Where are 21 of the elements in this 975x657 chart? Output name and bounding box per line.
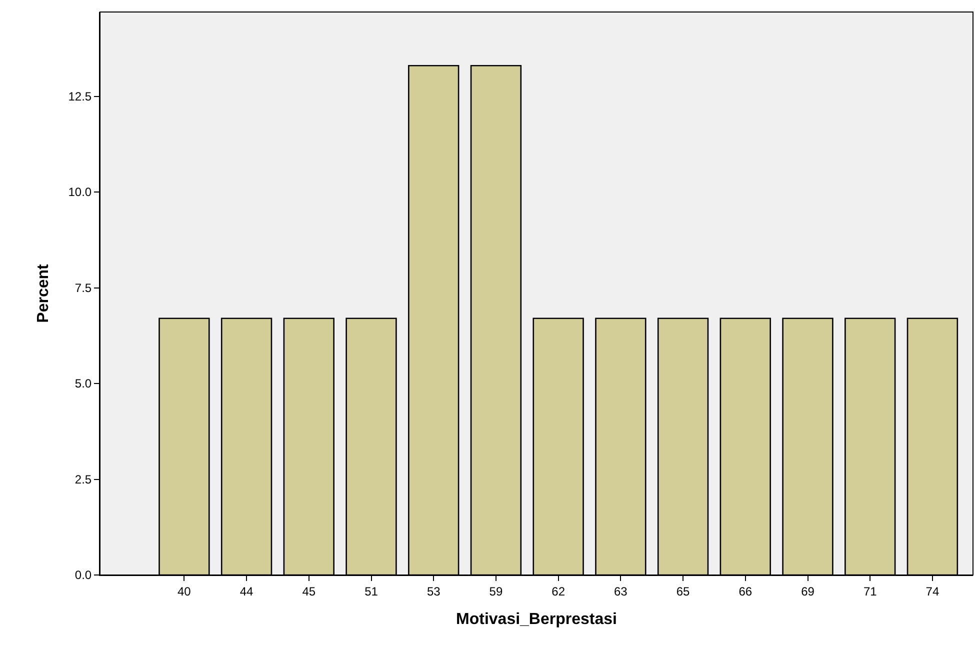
- y-tick-label: 2.5: [74, 472, 92, 486]
- y-axis-title: Percent: [35, 263, 52, 323]
- x-tick-label: 53: [426, 584, 441, 598]
- x-tick-label: 45: [302, 584, 316, 598]
- y-tick-label: 7.5: [74, 280, 92, 295]
- x-tick-label: 63: [614, 584, 628, 598]
- y-tick-label: 5.0: [74, 376, 92, 391]
- x-tick-label: 59: [489, 584, 503, 598]
- x-tick-label: 62: [552, 584, 566, 598]
- x-tick-label: 74: [926, 584, 940, 598]
- x-tick-label: 69: [801, 584, 815, 598]
- y-tick-label: 12.5: [68, 89, 92, 104]
- x-tick-label: 40: [178, 584, 192, 598]
- x-tick-label: 65: [676, 584, 690, 598]
- x-tick-label: 44: [240, 584, 254, 598]
- x-tick-label: 66: [738, 584, 752, 598]
- x-axis-title: Motivasi_Berprestasi: [456, 611, 617, 628]
- x-tick-label: 51: [364, 584, 378, 598]
- x-tick-label: 71: [863, 584, 878, 598]
- y-tick-label: 0.0: [74, 568, 92, 582]
- y-tick-label: 10.0: [68, 185, 92, 200]
